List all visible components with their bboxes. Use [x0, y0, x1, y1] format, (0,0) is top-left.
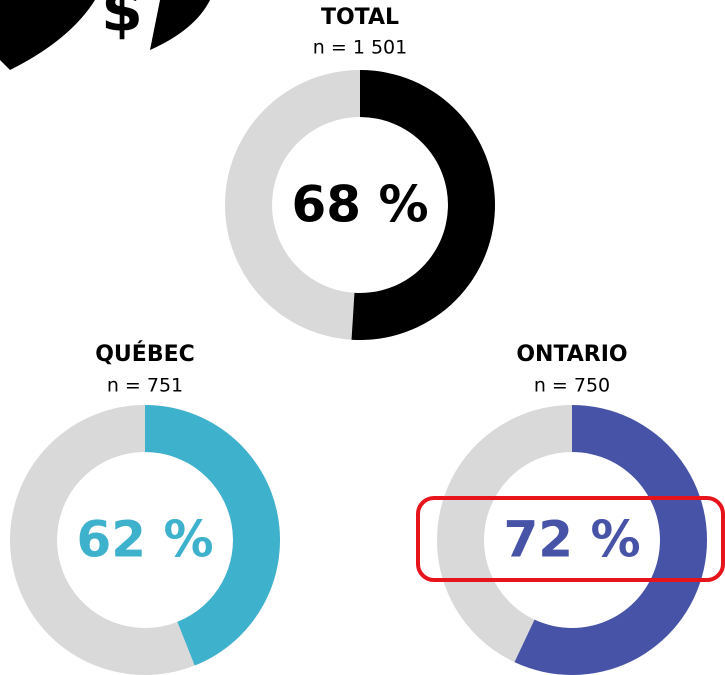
donut-label: 62 % — [76, 511, 213, 569]
donut-label: 68 % — [291, 176, 428, 234]
donut-title: QUÉBEC — [95, 341, 195, 367]
icon-text: $ — [101, 0, 143, 46]
donut-arc — [145, 405, 281, 666]
donut-label: 72 % — [503, 511, 640, 569]
sample-size: n = 750 — [534, 375, 610, 397]
sample-size: n = 751 — [107, 375, 183, 397]
highlight-box — [416, 496, 725, 582]
sample-size: n = 1 501 — [313, 37, 407, 59]
icon-shape — [150, 0, 210, 50]
donut-title: TOTAL — [321, 5, 399, 30]
icon-shape — [0, 0, 95, 70]
donut-arc — [514, 405, 707, 675]
donut-arc — [351, 70, 495, 340]
icon: $ — [0, 0, 210, 70]
donut-title: ONTARIO — [516, 342, 627, 367]
